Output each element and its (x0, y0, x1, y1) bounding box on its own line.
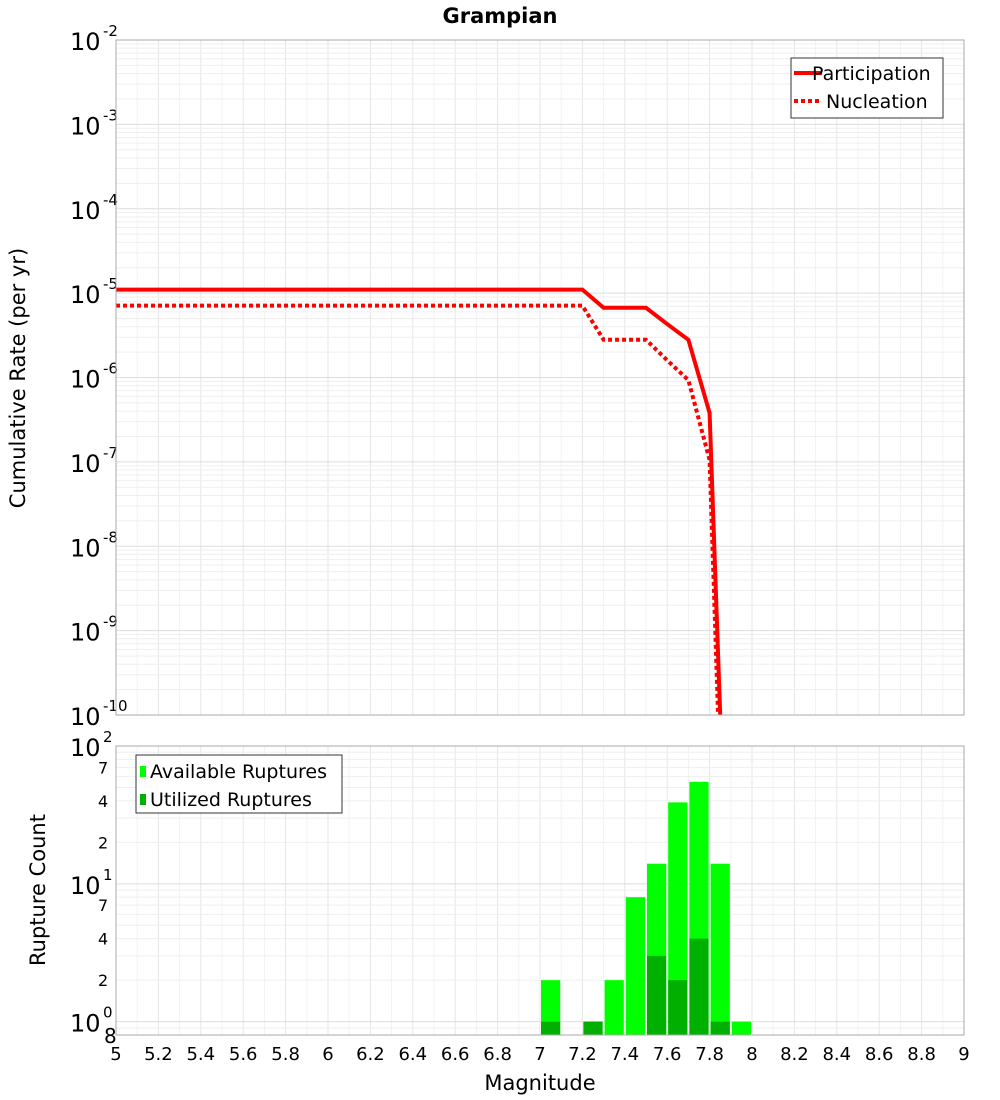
legend-top (790, 57, 944, 119)
x-tick-label: 7.2 (568, 1044, 597, 1065)
x-tick-label: 5.8 (271, 1044, 300, 1065)
legend-swatch (140, 794, 146, 805)
bar-utilized (710, 1021, 730, 1035)
y-tick-label-bottom: 10 (70, 1010, 101, 1038)
bar-available (541, 980, 561, 1035)
y-tick-label-bottom: 10 (70, 872, 101, 900)
bar-available (625, 897, 645, 1035)
y-minor-tick-label: 8 (104, 1024, 117, 1048)
x-tick-label: 8.6 (865, 1044, 894, 1065)
y-tick-exponent-top: -9 (103, 613, 118, 631)
y-minor-tick-label: 2 (98, 971, 108, 990)
x-tick-label: 7.6 (653, 1044, 682, 1065)
x-tick-label: 6 (322, 1044, 333, 1065)
x-tick-label: 8.8 (907, 1044, 936, 1065)
series-line-participation (116, 287, 723, 716)
bar-available (710, 863, 730, 1035)
x-tick-label: 5 (110, 1044, 121, 1065)
x-tick-label: 7 (534, 1044, 545, 1065)
y-tick-exponent-top: -6 (103, 360, 118, 378)
x-tick-label: 5.6 (229, 1044, 258, 1065)
y-tick-label-top: 10 (70, 534, 101, 562)
y-tick-exponent-bottom: 0 (103, 1004, 113, 1022)
series-line-nucleation (116, 303, 721, 716)
y-tick-exponent-bottom: 1 (103, 866, 113, 884)
x-tick-label: 8.4 (822, 1044, 851, 1065)
x-tick-label: 6.8 (483, 1044, 512, 1065)
y-tick-label-top: 10 (70, 366, 101, 394)
legend-label: Utilized Ruptures (150, 789, 312, 811)
y-tick-label-bottom: 10 (70, 734, 101, 762)
plot-area-top (115, 39, 965, 716)
y-tick-exponent-top: -2 (103, 22, 118, 40)
y-minor-tick-label: 7 (98, 758, 108, 777)
y-minor-tick-label: 2 (98, 833, 108, 852)
y-minor-tick-label: 7 (98, 896, 108, 915)
bar-available (731, 1021, 751, 1035)
y-minor-tick-label: 4 (98, 930, 108, 949)
chart-title: Grampian (443, 4, 558, 28)
x-tick-label: 9 (958, 1044, 969, 1065)
bar-available (668, 802, 688, 1035)
x-tick-label: 6.6 (441, 1044, 470, 1065)
x-tick-label: 8 (746, 1044, 757, 1065)
legend-label: Participation (812, 63, 931, 85)
y-tick-exponent-top: -3 (103, 106, 118, 124)
y-minor-tick-label: 4 (98, 792, 108, 811)
bar-utilized (668, 980, 688, 1035)
bar-utilized (689, 938, 709, 1035)
y-tick-exponent-top: -5 (103, 275, 118, 293)
x-tick-label: 7.8 (695, 1044, 724, 1065)
x-axis-label: Magnitude (484, 1071, 595, 1095)
legend-label: Nucleation (826, 91, 928, 113)
y-tick-label-top: 10 (70, 619, 101, 647)
bar-utilized (541, 1021, 561, 1035)
y-tick-exponent-top: -10 (103, 697, 128, 715)
x-tick-label: 5.4 (186, 1044, 215, 1065)
x-tick-label: 6.2 (356, 1044, 385, 1065)
bar-utilized (583, 1021, 603, 1035)
legend-label: Available Ruptures (150, 761, 327, 783)
bar-available (604, 980, 624, 1035)
y-tick-label-top: 10 (70, 197, 101, 225)
legend-swatch (140, 766, 146, 777)
y-axis-label-bottom: Rupture Count (26, 814, 50, 966)
bar-utilized (647, 955, 667, 1035)
x-tick-label: 6.4 (398, 1044, 427, 1065)
y-tick-exponent-bottom: 2 (103, 728, 113, 746)
y-tick-exponent-top: -8 (103, 528, 118, 546)
y-tick-exponent-top: -4 (103, 191, 118, 209)
y-tick-exponent-top: -7 (103, 444, 118, 462)
x-tick-label: 5.2 (144, 1044, 173, 1065)
legend-bottom (135, 754, 343, 814)
plot-area-bottom (115, 745, 965, 1036)
y-tick-label-top: 10 (70, 450, 101, 478)
y-tick-label-top: 10 (70, 112, 101, 140)
y-tick-label-top: 10 (70, 28, 101, 56)
x-tick-label: 8.2 (780, 1044, 809, 1065)
y-axis-label-top: Cumulative Rate (per yr) (6, 248, 30, 508)
x-tick-label: 7.4 (610, 1044, 639, 1065)
y-tick-label-top: 10 (70, 703, 101, 731)
y-tick-label-top: 10 (70, 281, 101, 309)
